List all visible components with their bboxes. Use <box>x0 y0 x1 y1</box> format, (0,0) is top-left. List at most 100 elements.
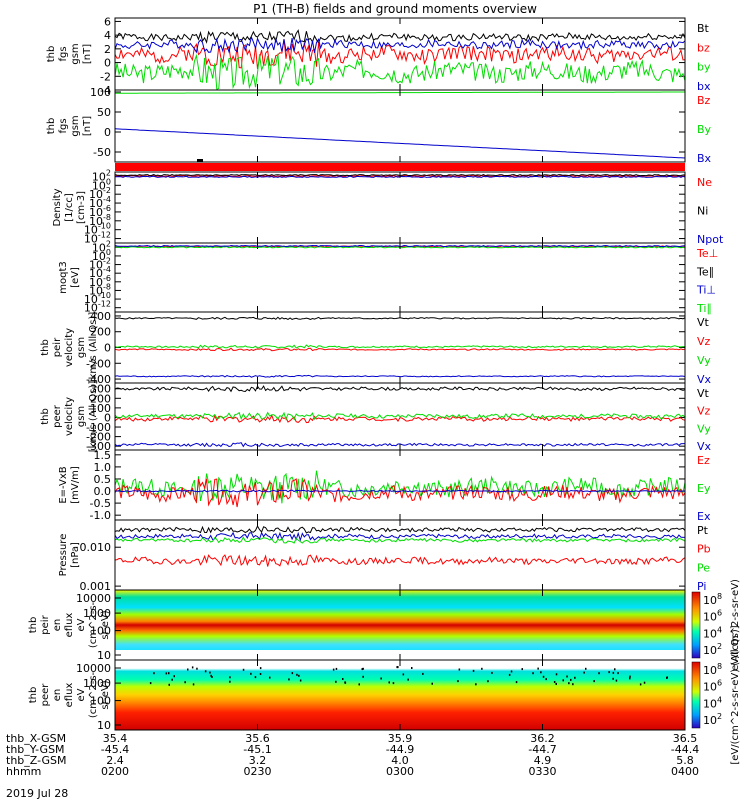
y-tick-label: 0.0 <box>94 485 112 498</box>
y-tick-label: 2 <box>104 43 111 56</box>
colorbar-label: [eV/(cm^2-s-sr-eV) (All Qs)] <box>730 625 741 764</box>
x-row-value: 35.6 <box>245 732 270 745</box>
sparse-dot <box>572 683 574 686</box>
legend-bz: Bz <box>697 94 711 107</box>
legend-by: By <box>697 123 712 136</box>
y-axis-label: thb <box>28 687 39 704</box>
colorbar-tick-label: 106 <box>703 679 722 694</box>
x-row-label: thb_X-GSM <box>6 732 66 745</box>
y-axis-label: eV <box>76 618 87 631</box>
sparse-dot <box>574 676 576 679</box>
colorbar-tick-label: 102 <box>703 642 722 657</box>
y-axis-label: fgs <box>58 46 69 61</box>
y-tick-label: 100 <box>90 402 111 415</box>
sparse-dot <box>422 672 424 675</box>
panel-2: 100 50 0 -50 thb fgs gsm [nT] Bz By Bx <box>46 86 712 165</box>
sparse-dot <box>566 675 568 678</box>
sparse-dot <box>598 672 600 675</box>
panel-7: 1.51.00.50.0-0.5-1.0 E=-VxB [mV/m] Ez Ey Ex <box>58 449 711 523</box>
sparse-dot <box>491 671 493 674</box>
sparse-dot <box>362 675 364 678</box>
sparse-dot <box>542 675 545 678</box>
y-tick-label: -200 <box>86 431 111 444</box>
sparse-dot <box>570 678 572 681</box>
colorbar-tick-label: 106 <box>703 609 722 624</box>
sparse-dot <box>254 676 257 679</box>
y-axis-label: thb <box>46 46 57 63</box>
sparse-dot <box>361 668 363 671</box>
x-row-value: 3.2 <box>249 754 267 767</box>
colorbar-tick-label: 104 <box>703 695 722 710</box>
y-axis-label: [km/s (All Qs)] <box>88 312 99 384</box>
sparse-dot <box>583 671 585 674</box>
sparse-dot <box>242 668 245 671</box>
y-axis-label: [nT] <box>82 44 93 64</box>
sparse-dot <box>612 671 615 674</box>
x-row-value: 35.9 <box>388 732 413 745</box>
sparse-dot <box>165 672 168 675</box>
legend-vt: Vt <box>697 387 710 400</box>
x-axis-labels: thb_X-GSM 35.4 35.6 35.9 36.2 36.5 thb_Y-GSM -4… <box>6 732 699 778</box>
y-tick-label: 6 <box>104 15 111 28</box>
x-row-value: -45.4 <box>101 743 129 756</box>
sparse-dot <box>545 678 547 681</box>
y-tick-label: 10000 <box>76 662 111 675</box>
y-tick-label: -200 <box>86 357 111 370</box>
series-vy <box>114 344 685 349</box>
y-tick-label: 10 <box>97 719 111 732</box>
x-row-value: 0230 <box>244 765 272 778</box>
sparse-dot <box>149 682 152 685</box>
y-axis-label: en <box>52 689 63 702</box>
x-row-value: -44.4 <box>671 743 699 756</box>
legend-ti⊥: Ti⊥ <box>696 284 716 297</box>
series-bx <box>114 128 686 159</box>
legend-vy: Vy <box>697 422 711 435</box>
y-tick-label: 300 <box>90 383 111 396</box>
series-ez <box>114 478 686 508</box>
colorbar-tick-label: 108 <box>703 592 722 607</box>
sparse-dot <box>396 666 398 669</box>
panel-8: 0.010 0.001 Pressure [nPa] Pt Pb Pe Pi <box>58 519 711 593</box>
sparse-dot <box>211 676 213 678</box>
y-axis-label: peer <box>40 683 51 707</box>
x-row-value: 0400 <box>671 765 699 778</box>
x-row-value: -44.9 <box>386 743 414 756</box>
panel-frame <box>114 242 686 313</box>
legend-bx: bx <box>697 80 711 93</box>
sparse-dot <box>515 681 518 684</box>
sparse-dot <box>614 668 616 671</box>
y-tick-label: -50 <box>93 146 111 159</box>
y-tick-label: -0.5 <box>90 497 111 510</box>
y-axis-label: eflux <box>64 683 75 708</box>
sparse-dot <box>192 683 195 686</box>
sparse-dot <box>288 678 290 681</box>
sparse-dot <box>210 674 212 677</box>
y-tick-label: -2 <box>100 70 111 83</box>
y-tick-label: 50 <box>97 106 111 119</box>
legend-ez: Ez <box>697 454 710 467</box>
y-axis-label: sr-eV) <box>100 680 111 709</box>
sparse-dot <box>380 677 382 680</box>
sparse-dot <box>612 677 614 680</box>
series-pe <box>114 536 686 544</box>
sparse-dot <box>532 672 534 675</box>
sparse-dot <box>617 672 619 675</box>
spectrogram <box>115 590 685 660</box>
sparse-dot <box>615 679 618 682</box>
y-tick-label: -300 <box>86 440 111 453</box>
sparse-dot <box>585 667 587 670</box>
x-row-value: 0200 <box>101 765 129 778</box>
y-tick-label: 0 <box>104 411 111 424</box>
legend-bx: Bx <box>697 152 712 165</box>
sparse-dot <box>191 666 194 669</box>
legend-by: by <box>697 61 711 74</box>
colorbar-label: eV/(cm^2-s-sr-eV) <box>730 579 741 671</box>
sparse-dot <box>629 675 631 678</box>
y-axis-label: [nPa] <box>70 542 81 568</box>
y-axis-label: moqt3 <box>58 261 69 294</box>
